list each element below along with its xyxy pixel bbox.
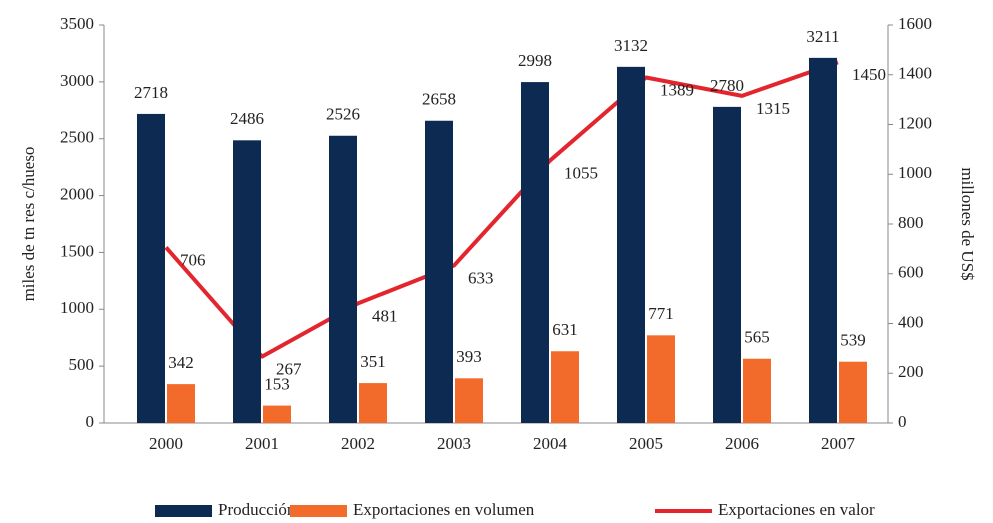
y2-tick-label: 200 bbox=[898, 362, 924, 381]
y2-tick-label: 600 bbox=[898, 263, 924, 282]
bar bbox=[359, 383, 387, 423]
bar bbox=[647, 335, 675, 423]
legend-label: Exportaciones en volumen bbox=[353, 500, 535, 519]
y-tick-label: 3500 bbox=[60, 14, 94, 33]
bar bbox=[839, 361, 867, 423]
bar bbox=[551, 351, 579, 423]
data-label: 2658 bbox=[422, 90, 456, 109]
x-tick-label: 2002 bbox=[341, 434, 375, 453]
bar bbox=[455, 378, 483, 423]
x-tick-label: 2001 bbox=[245, 434, 279, 453]
data-label: 267 bbox=[276, 359, 302, 378]
x-tick-label: 2004 bbox=[533, 434, 568, 453]
x-tick-label: 2000 bbox=[149, 434, 183, 453]
data-label: 539 bbox=[840, 331, 866, 350]
y2-axis-label: millones de US$ bbox=[958, 167, 977, 280]
data-label: 633 bbox=[468, 268, 494, 287]
y-tick-label: 0 bbox=[86, 412, 95, 431]
y-tick-label: 1500 bbox=[60, 241, 94, 260]
y-tick-label: 1000 bbox=[60, 298, 94, 317]
y2-tick-label: 1600 bbox=[898, 14, 932, 33]
legend-label: Exportaciones en valor bbox=[718, 500, 875, 519]
bar bbox=[263, 405, 291, 423]
x-tick-label: 2007 bbox=[821, 434, 856, 453]
data-label: 351 bbox=[360, 352, 386, 371]
legend-swatch bbox=[155, 505, 212, 517]
x-tick-label: 2005 bbox=[629, 434, 663, 453]
data-label: 3132 bbox=[614, 36, 648, 55]
data-label: 2780 bbox=[710, 76, 744, 95]
y-tick-label: 500 bbox=[69, 355, 95, 374]
x-tick-label: 2003 bbox=[437, 434, 471, 453]
data-label: 3211 bbox=[806, 27, 839, 46]
data-label: 393 bbox=[456, 347, 482, 366]
line-series bbox=[164, 60, 839, 359]
data-label: 1315 bbox=[756, 99, 790, 118]
bar bbox=[233, 140, 261, 424]
y2-tick-label: 0 bbox=[898, 412, 907, 431]
data-label: 481 bbox=[372, 306, 398, 325]
bar bbox=[425, 120, 453, 423]
x-tick-label: 2006 bbox=[725, 434, 759, 453]
y2-tick-label: 400 bbox=[898, 312, 924, 331]
y2-tick-label: 1400 bbox=[898, 64, 932, 83]
y-tick-label: 2000 bbox=[60, 184, 94, 203]
data-label: 1055 bbox=[564, 163, 598, 182]
data-label: 2718 bbox=[134, 83, 168, 102]
legend-swatch bbox=[290, 505, 347, 517]
y-tick-label: 2500 bbox=[60, 128, 94, 147]
data-label: 2486 bbox=[230, 109, 264, 128]
data-label: 565 bbox=[744, 328, 770, 347]
y-tick-label: 3000 bbox=[60, 71, 94, 90]
bar bbox=[329, 135, 357, 423]
data-label: 1450 bbox=[852, 65, 886, 84]
y2-tick-label: 1200 bbox=[898, 113, 932, 132]
data-label: 2526 bbox=[326, 105, 360, 124]
bar bbox=[713, 106, 741, 424]
bar bbox=[617, 66, 645, 423]
bar bbox=[521, 82, 549, 424]
legend-label: Producción bbox=[218, 500, 296, 519]
data-label: 771 bbox=[648, 304, 674, 323]
data-label: 2998 bbox=[518, 51, 552, 70]
data-label: 706 bbox=[180, 250, 206, 269]
y-axis-label: miles de tn res c/hueso bbox=[19, 147, 38, 302]
data-label: 631 bbox=[552, 320, 578, 339]
data-label: 1389 bbox=[660, 80, 694, 99]
y2-tick-label: 800 bbox=[898, 213, 924, 232]
bar bbox=[137, 113, 165, 424]
data-label: 153 bbox=[264, 375, 290, 394]
y2-tick-label: 1000 bbox=[898, 163, 932, 182]
bar bbox=[743, 358, 771, 423]
data-label: 342 bbox=[168, 353, 194, 372]
bar bbox=[167, 384, 195, 423]
bar bbox=[809, 57, 837, 423]
